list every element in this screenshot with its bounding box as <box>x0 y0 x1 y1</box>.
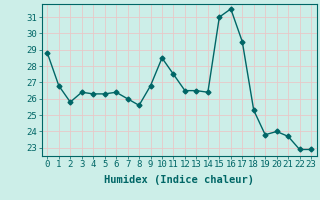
X-axis label: Humidex (Indice chaleur): Humidex (Indice chaleur) <box>104 175 254 185</box>
